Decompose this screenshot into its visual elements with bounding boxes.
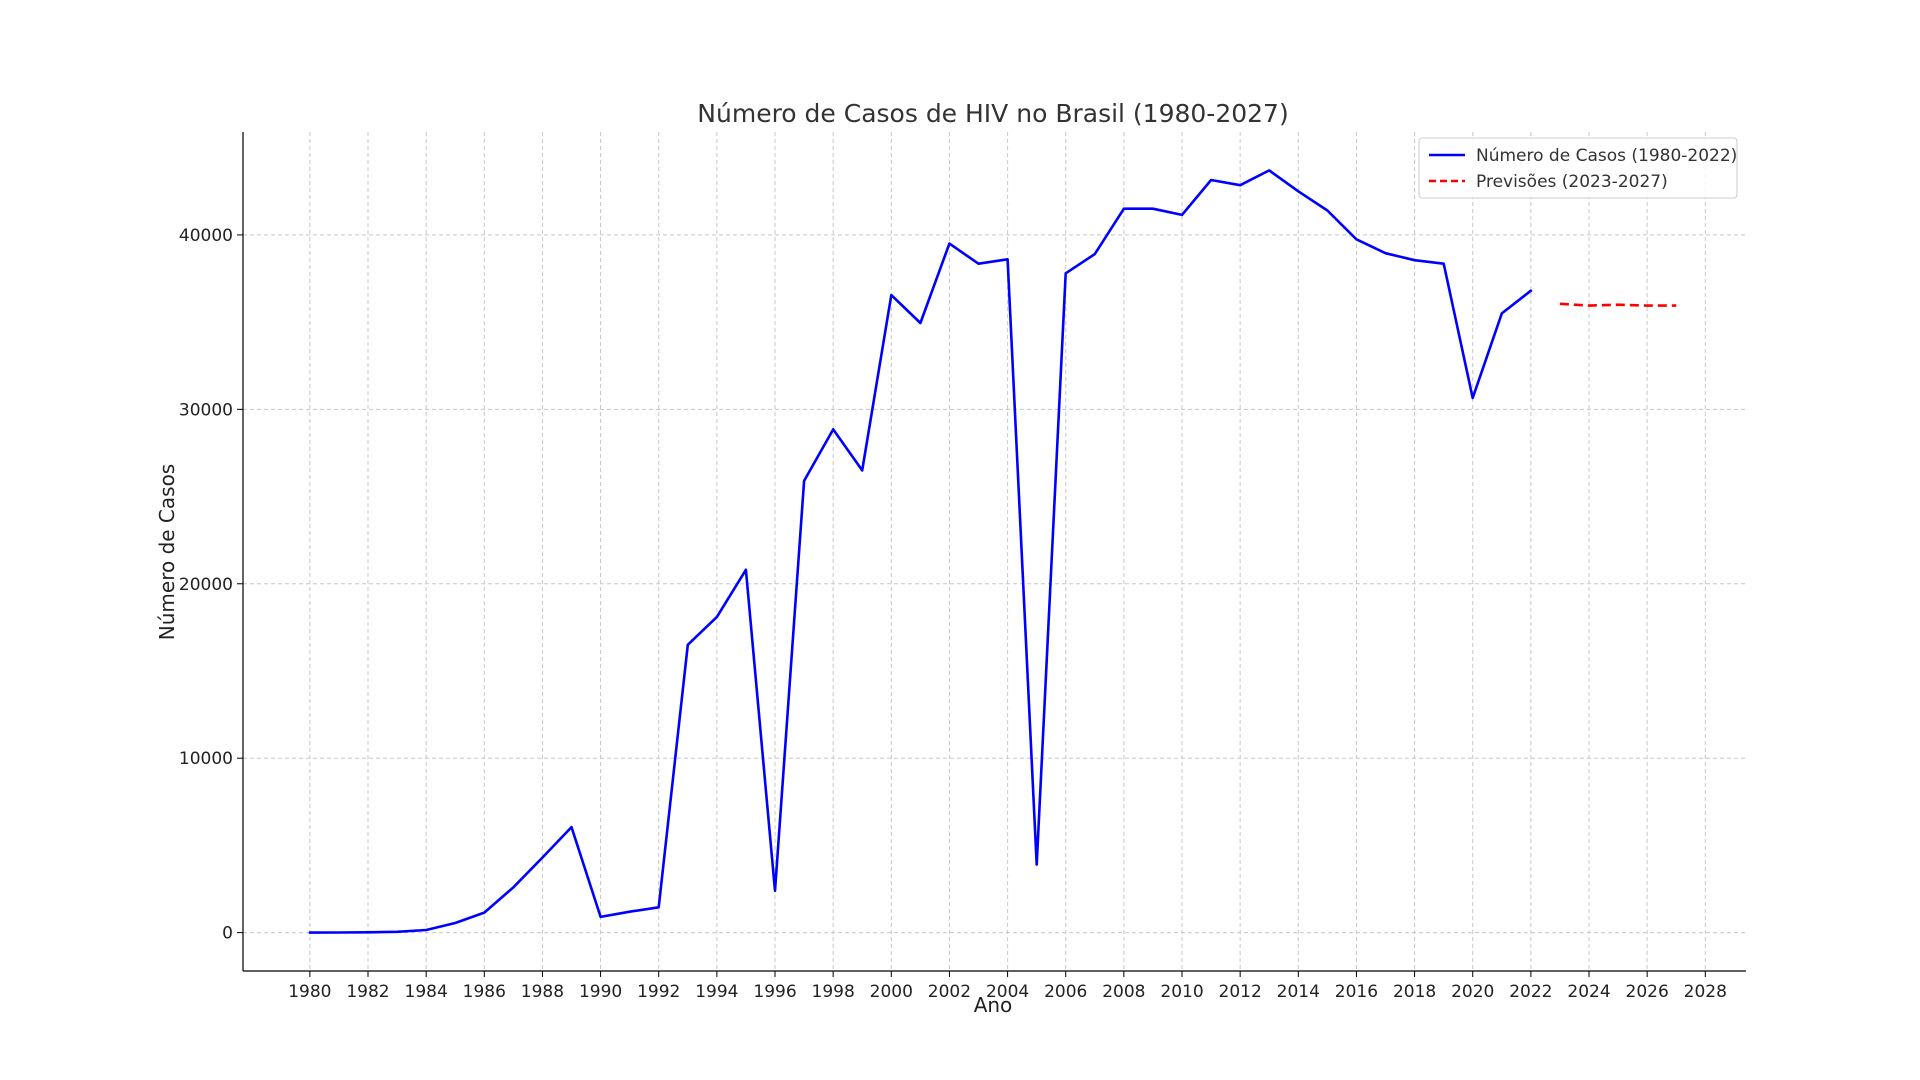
x-tick-label: 2014 [1277, 982, 1320, 1002]
x-tick-label: 1980 [288, 982, 331, 1002]
y-tick-label: 40000 [179, 226, 233, 246]
x-tick-label: 1988 [521, 982, 564, 1002]
observed-series-line [308, 169, 1533, 934]
x-tick-label: 2006 [1044, 982, 1087, 1002]
x-tick-label: 1994 [695, 982, 738, 1002]
x-tick-label: 1986 [463, 982, 506, 1002]
legend-label-observed: Número de Casos (1980-2022) [1476, 146, 1737, 166]
x-tick-label: 2002 [928, 982, 971, 1002]
y-tick-label: 0 [222, 924, 233, 944]
x-tick-label: 2028 [1684, 982, 1727, 1002]
y-tick-label: 20000 [179, 575, 233, 595]
y-tick-label: 30000 [179, 400, 233, 420]
axes [242, 132, 1746, 972]
x-tick-label: 2004 [986, 982, 1029, 1002]
x-axis-ticks: 1980 1982 1984 1986 1988 1990 1992 1994 1996 1998… [288, 971, 1727, 1002]
x-tick-label: 2024 [1567, 982, 1610, 1002]
x-tick-label: 2026 [1626, 982, 1669, 1002]
chart-title: Número de Casos de HIV no Brasil (1980-2… [697, 99, 1288, 128]
forecast-series-line [1559, 302, 1677, 307]
x-tick-label: 2020 [1451, 982, 1494, 1002]
x-tick-label: 1982 [346, 982, 389, 1002]
x-tick-label: 2000 [870, 982, 913, 1002]
legend-label-forecast: Previsões (2023-2027) [1476, 172, 1668, 192]
x-tick-label: 2016 [1335, 982, 1378, 1002]
x-tick-label: 2018 [1393, 982, 1436, 1002]
x-tick-label: 1996 [753, 982, 796, 1002]
y-axis-ticks: 0 10000 20000 30000 40000 [179, 226, 243, 944]
x-tick-label: 2008 [1102, 982, 1145, 1002]
x-tick-label: 1998 [812, 982, 855, 1002]
x-tick-label: 2010 [1160, 982, 1203, 1002]
y-axis-title: Número de Casos [155, 464, 179, 640]
x-tick-label: 1992 [637, 982, 680, 1002]
y-tick-label: 10000 [179, 749, 233, 769]
x-tick-label: 1984 [405, 982, 448, 1002]
x-axis-title: Ano [974, 993, 1013, 1017]
legend: Número de Casos (1980-2022) Previsões (2… [1418, 137, 1738, 199]
grid [243, 132, 1746, 971]
x-tick-label: 1990 [579, 982, 622, 1002]
legend-box [1418, 137, 1738, 199]
x-tick-label: 2022 [1509, 982, 1552, 1002]
x-tick-label: 2012 [1219, 982, 1262, 1002]
series-lines [308, 169, 1677, 934]
